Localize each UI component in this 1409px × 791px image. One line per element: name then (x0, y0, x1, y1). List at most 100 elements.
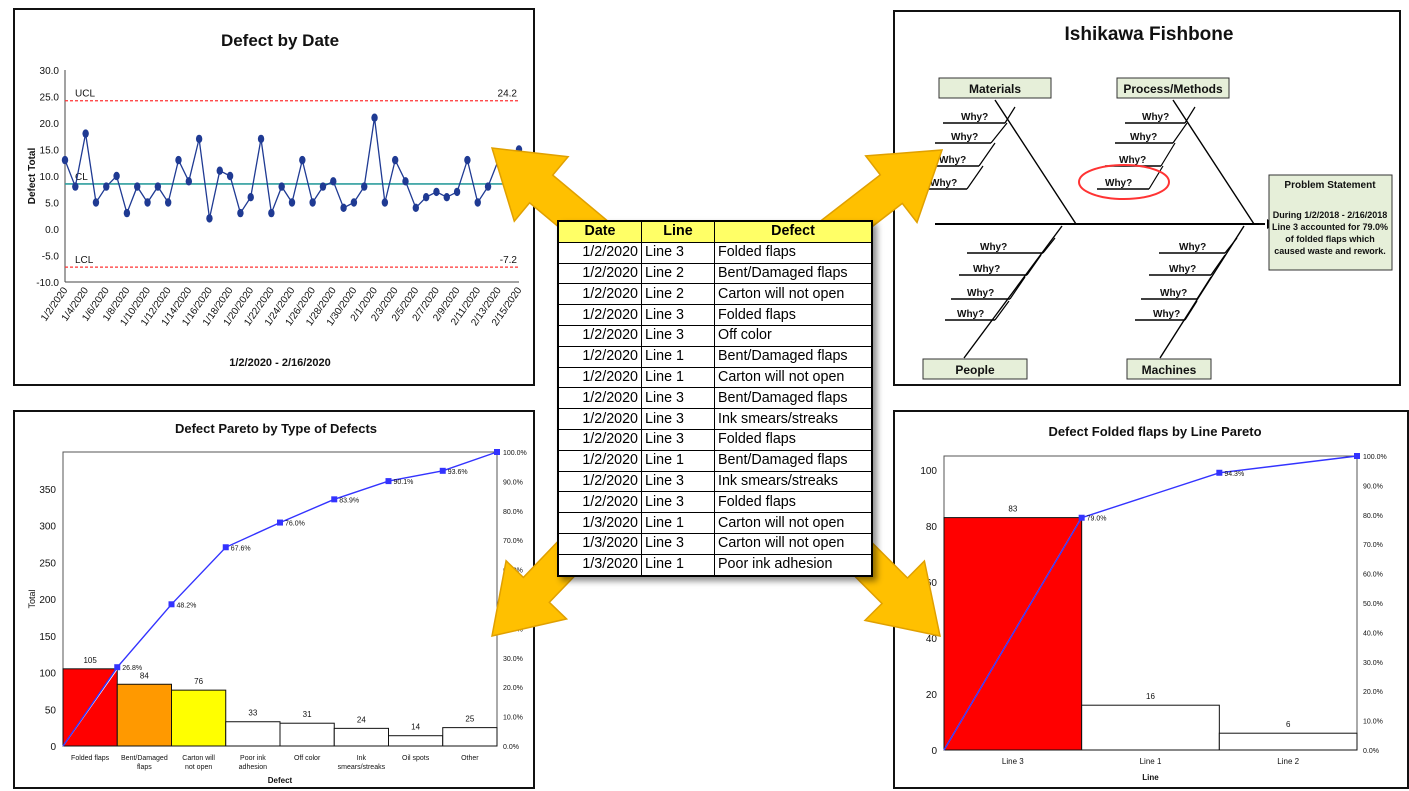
cell-date: 1/2/2020 (557, 408, 642, 430)
y-tick-label: 25.0 (40, 93, 60, 104)
table-row: 1/2/2020 Line 1 Bent/Damaged flaps (557, 449, 873, 472)
process-box-label: Process/Methods (1123, 82, 1223, 96)
cell-line: Line 3 (641, 304, 715, 326)
cell-defect: Ink smears/streaks (714, 408, 873, 430)
cell-line: Line 1 (641, 512, 715, 534)
y2-tick-label: 20.0% (503, 685, 523, 692)
machines-box (1126, 358, 1212, 380)
cumulative-point (331, 496, 338, 503)
data-point (433, 187, 440, 197)
data-point (299, 155, 306, 165)
data-point (288, 198, 296, 207)
table-row: 1/2/2020 Line 3 Folded flaps (557, 241, 873, 264)
why-label: Why? (1119, 155, 1146, 166)
pareto-line-panel: Defect Folded flaps by Line Pareto 0 20 40 6… (893, 410, 1409, 789)
y2-tick-label: 20.0% (1363, 689, 1383, 696)
data-point (330, 177, 337, 186)
data-point (422, 193, 430, 202)
fishbone-diagram: Ishikawa Fishbone Materials Process/Method… (922, 24, 1393, 380)
data-point (257, 134, 265, 144)
why-label: Why? (967, 288, 994, 299)
x-category-label: Poor ink adhesion (239, 755, 268, 771)
table-row: 1/2/2020 Line 3 Folded flaps (557, 304, 873, 326)
cell-line: Line 3 (641, 470, 715, 493)
cell-date: 1/2/2020 (557, 283, 642, 306)
cell-defect: Folded flaps (714, 241, 873, 264)
bar (442, 727, 498, 747)
data-point (164, 198, 172, 207)
why-label: Why? (957, 309, 984, 320)
cell-line: Line 1 (641, 366, 715, 389)
bar-value-label: 24 (357, 715, 366, 724)
sub-bone (1160, 142, 1176, 167)
cumulative-line (943, 455, 1358, 751)
table-row: 1/2/2020 Line 2 Carton will not open (557, 283, 873, 306)
bar (1218, 732, 1358, 751)
y-tick-label: 20.0 (40, 119, 60, 130)
data-point (185, 177, 193, 186)
sub-bone (1184, 300, 1198, 321)
x-category-label: Line 2 (1277, 757, 1299, 766)
cell-defect: Off color (714, 324, 873, 347)
cell-line: Line 1 (641, 345, 715, 368)
y-tick-label: 15.0 (40, 146, 60, 157)
data-point (72, 182, 79, 191)
data-point (464, 155, 471, 165)
data-point (226, 171, 234, 181)
why-label: Why? (980, 242, 1007, 253)
y-tick-label: 60 (926, 578, 938, 589)
cumulative-label: 48.2% (177, 602, 197, 609)
cell-date: 1/3/2020 (557, 532, 642, 555)
y-tick-label: 10.0 (40, 172, 60, 183)
bar-value-label: 76 (194, 677, 203, 686)
data-point (309, 198, 316, 207)
x-category-label: Line 1 (1140, 757, 1162, 766)
cell-defect: Carton will not open (714, 366, 873, 389)
sub-bone (1009, 276, 1026, 300)
y2-tick-label: 80.0% (1363, 513, 1383, 520)
table-row: 1/2/2020 Line 1 Bent/Damaged flaps (557, 345, 873, 368)
problem-statement-line: caused waste and rework. (1274, 246, 1386, 256)
table-row: 1/2/2020 Line 3 Folded flaps (557, 491, 873, 514)
y-tick-label: -10.0 (36, 278, 59, 289)
cell-defect: Bent/Damaged flaps (714, 387, 873, 410)
sub-bone (1004, 106, 1016, 124)
data-point (237, 208, 244, 218)
cell-date: 1/2/2020 (557, 491, 642, 514)
pareto-line-chart: Defect Folded flaps by Line Pareto 0 20 40 6… (920, 424, 1386, 782)
cell-line: Line 3 (641, 491, 715, 514)
cell-line: Line 3 (641, 387, 715, 410)
cell-defect: Poor ink adhesion (714, 553, 873, 577)
y-tick-label: 80 (926, 522, 938, 533)
y-tick-label: 5.0 (45, 199, 59, 210)
y2-tick-label: 90.0% (503, 479, 523, 486)
y-tick-label: 100 (920, 466, 937, 477)
cell-line: Line 3 (641, 241, 715, 264)
cell-defect: Carton will not open (714, 283, 873, 306)
data-point (350, 198, 358, 207)
people-box (922, 358, 1028, 380)
cumulative-point (1354, 453, 1360, 459)
data-point (319, 182, 327, 191)
cumulative-point (439, 467, 446, 474)
data-point (216, 166, 223, 175)
cell-defect: Folded flaps (714, 428, 873, 451)
fishbone-panel: Ishikawa Fishbone Materials Process/Method… (893, 10, 1401, 386)
data-point (412, 203, 420, 212)
data-point (103, 182, 110, 191)
data-point (82, 129, 89, 138)
y-tick-label: 0 (931, 746, 937, 757)
data-point (371, 113, 378, 122)
why-label: Why? (939, 155, 966, 166)
cell-date: 1/2/2020 (557, 304, 642, 326)
pareto-type-chart: Defect Pareto by Type of Defects 0 50 100 15… (27, 421, 527, 785)
sub-bone (994, 300, 1010, 321)
why-label: Why? (1105, 178, 1132, 189)
table-row: 1/2/2020 Line 3 Ink smears/streaks (557, 408, 873, 430)
cell-date: 1/2/2020 (557, 262, 642, 285)
bar-value-label: 25 (465, 715, 474, 724)
sub-bone (1184, 106, 1196, 124)
cell-defect: Bent/Damaged flaps (714, 345, 873, 368)
y2-tick-label: 90.0% (1363, 483, 1383, 490)
y-tick-label: 0.0 (45, 225, 59, 236)
